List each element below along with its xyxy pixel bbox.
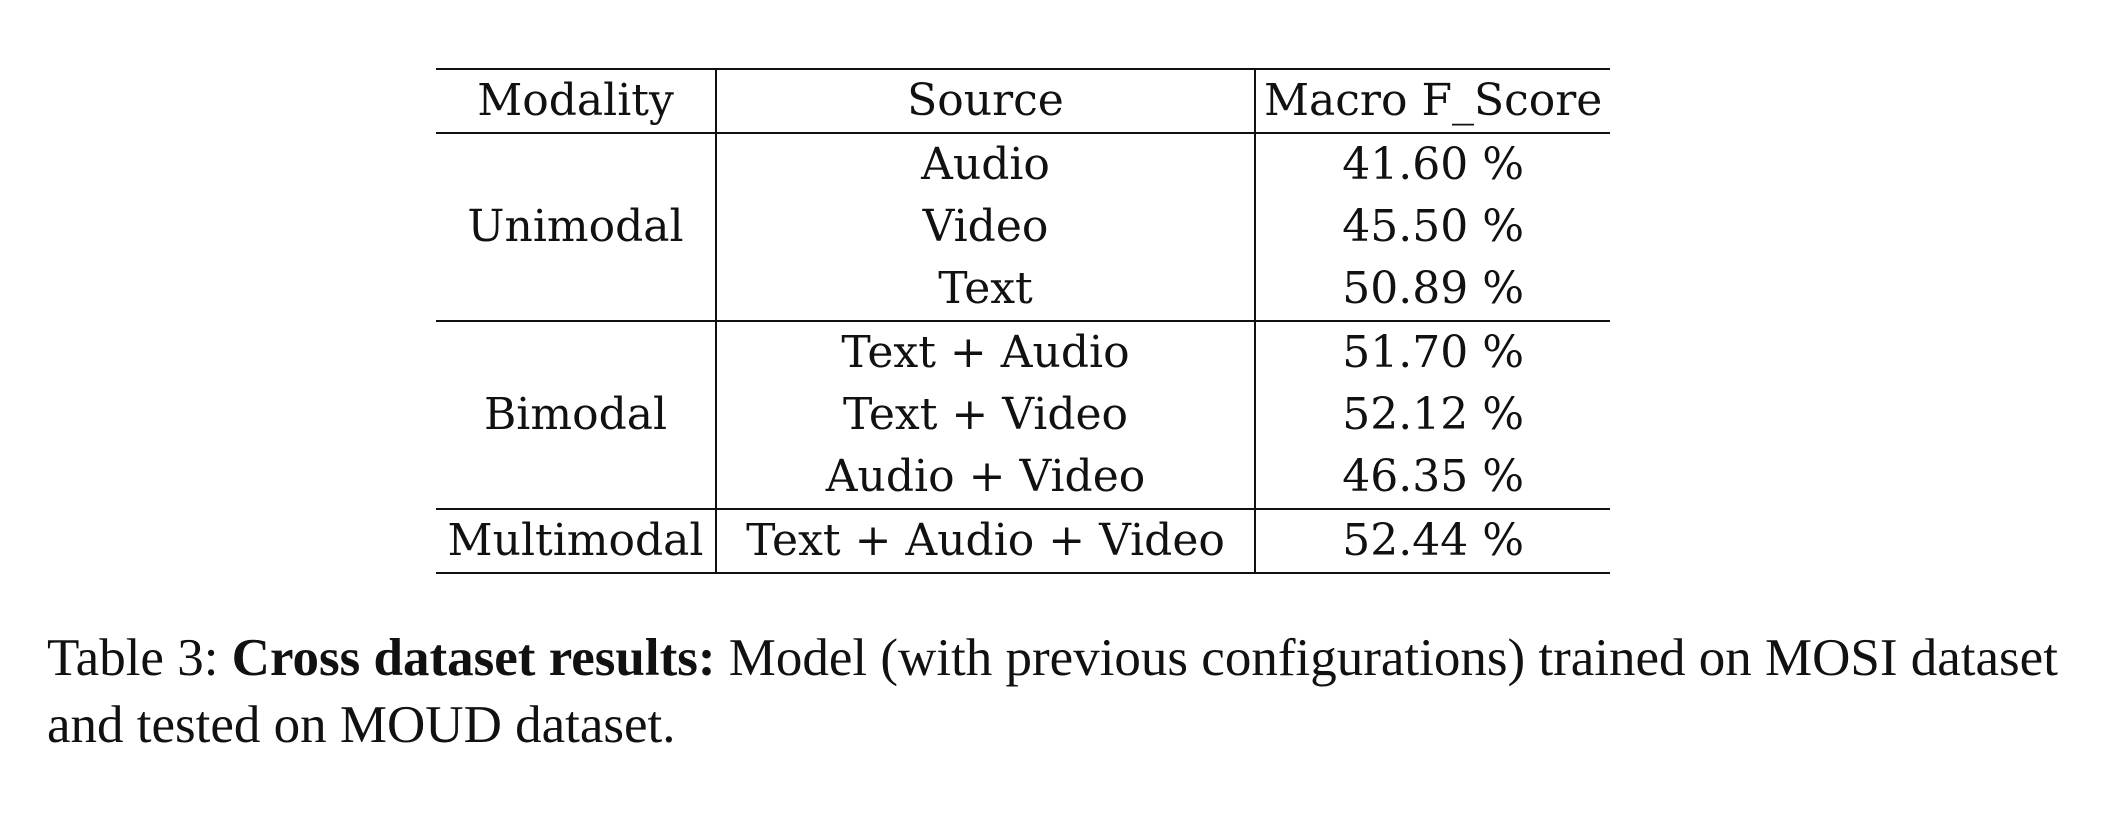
score-cell: 46.35 % [1255,446,1611,510]
header-macro-f-score: Macro F_Score [1255,68,1611,134]
table-row: Multimodal Text + Audio + Video 52.44 % [436,509,1611,574]
table-row: Bimodal Text + Audio 51.70 % [436,321,1610,510]
table-row: Video 45.50 % [436,196,1610,258]
modality-cell-multimodal: Multimodal [436,509,717,574]
header-modality: Modality [436,68,717,134]
results-table-container: Modality Source Macro F_Score Unimodal A… [436,68,1611,574]
score-cell: 41.60 % [1342,139,1525,190]
modality-cell-unimodal: Unimodal [436,133,717,322]
table-row: Text 50.89 % [436,258,1611,322]
table-header-row: Modality Source Macro F_Score [436,68,1611,134]
table-caption: Table 3: Cross dataset results: Model (w… [47,625,2077,759]
caption-text: Model (with previous configurations) tra… [47,629,2058,754]
source-cell: Text + Audio + Video [716,509,1256,574]
source-cell: Audio + Video [716,446,1256,510]
source-cell: Video [716,196,1256,258]
caption-label: Table 3: [47,629,219,687]
modality-cell-bimodal: Bimodal [436,321,717,510]
score-cell: 52.44 % [1255,509,1611,574]
table-row: Audio + Video 46.35 % [436,446,1611,510]
caption-bold-title: Cross dataset results: [231,629,716,687]
score-cell: 50.89 % [1255,258,1611,322]
score-cell: 45.50 % [1342,201,1525,252]
table-row: Text + Video 52.12 % [436,384,1610,446]
source-cell: Text [716,258,1256,322]
source-cell: Text + Video [716,384,1256,446]
results-table: Modality Source Macro F_Score Unimodal A… [436,68,1611,574]
header-source: Source [716,68,1256,134]
table-row: Unimodal Audio 41.60 % [436,133,1610,322]
source-cell: Text + Audio [716,321,1256,384]
score-cell: 51.70 % [1342,327,1525,378]
score-cell: 52.12 % [1342,389,1525,440]
source-cell: Audio [716,133,1256,196]
